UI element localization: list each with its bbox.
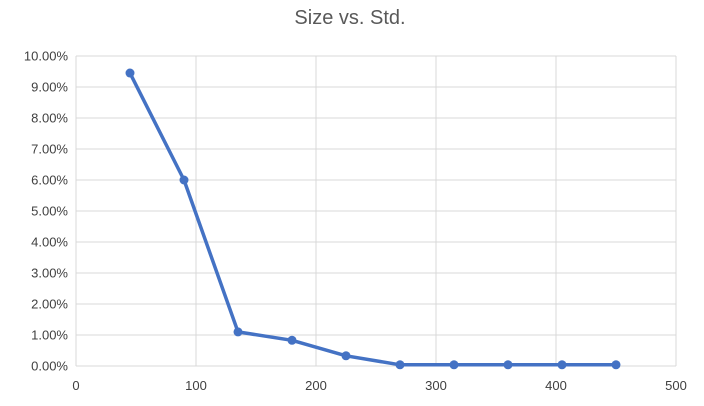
y-tick-label: 6.00% <box>31 173 68 188</box>
y-tick-label: 8.00% <box>31 111 68 126</box>
y-axis-ticks: 0.00% 1.00% 2.00% 3.00% 4.00% 5.00% 6.00% 7.00%… <box>24 49 69 374</box>
y-tick-label: 7.00% <box>31 142 68 157</box>
x-tick-label: 100 <box>185 378 207 393</box>
data-point <box>449 360 459 370</box>
y-tick-label: 10.00% <box>24 49 69 64</box>
data-point <box>287 335 297 345</box>
y-gridlines <box>76 55 676 367</box>
data-point <box>233 327 243 337</box>
data-point <box>503 360 513 370</box>
y-tick-label: 2.00% <box>31 297 68 312</box>
series-layer <box>125 68 621 370</box>
x-tick-label: 400 <box>545 378 567 393</box>
y-tick-label: 3.00% <box>31 266 68 281</box>
x-tick-label: 500 <box>665 378 687 393</box>
chart-title: Size vs. Std. <box>294 7 405 29</box>
y-tick-label: 0.00% <box>31 359 68 374</box>
data-point <box>179 175 189 185</box>
data-point <box>395 360 405 370</box>
y-tick-label: 5.00% <box>31 204 68 219</box>
x-tick-label: 200 <box>305 378 327 393</box>
x-tick-label: 300 <box>425 378 447 393</box>
data-point <box>341 351 351 361</box>
y-tick-label: 4.00% <box>31 235 68 250</box>
x-axis-ticks: 0 100 200 300 400 500 <box>72 378 686 393</box>
data-point <box>557 360 567 370</box>
data-point <box>125 68 135 78</box>
x-tick-label: 0 <box>72 378 79 393</box>
data-point <box>611 360 621 370</box>
series-line <box>128 71 618 367</box>
y-tick-label: 1.00% <box>31 328 68 343</box>
y-tick-label: 9.00% <box>31 80 68 95</box>
